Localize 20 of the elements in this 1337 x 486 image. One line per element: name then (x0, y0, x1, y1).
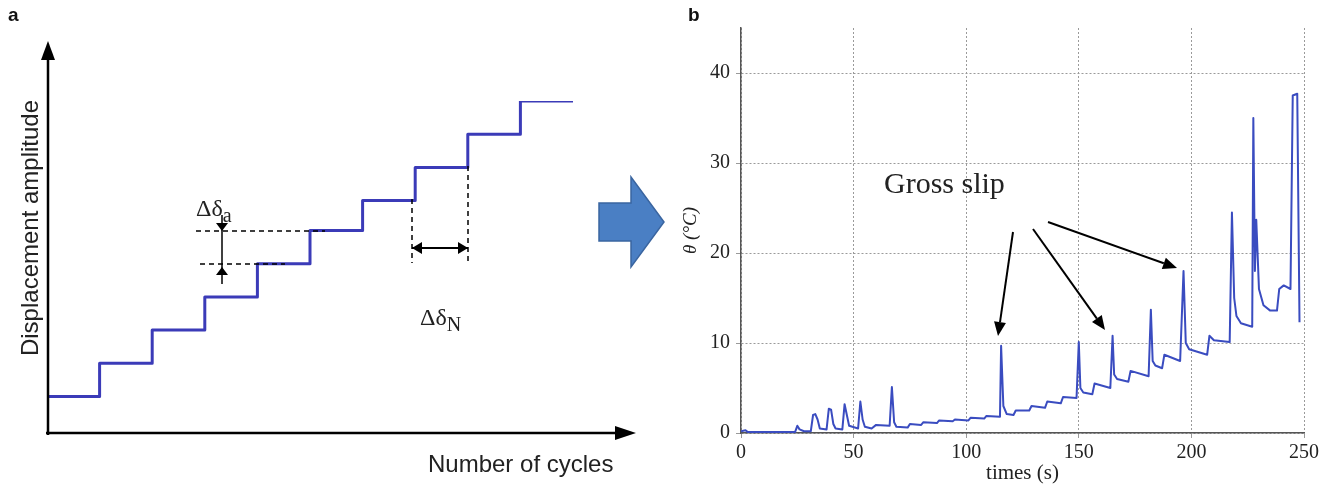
x-axis-title: Number of cycles (428, 450, 614, 478)
annotation: Gross slip (884, 166, 1005, 199)
y-tick-label: 0 (720, 420, 730, 443)
x-tick-label: 150 (1063, 440, 1094, 463)
annotation: Δδ$_{N}$ (420, 304, 462, 335)
y-axis-title: θ (°C) (679, 206, 702, 255)
x-tick-label: 250 (1289, 440, 1319, 463)
y-tick-label: 10 (710, 330, 730, 353)
y-tick-label: 30 (710, 150, 730, 173)
x-tick-label: 50 (843, 440, 864, 463)
chart-title: a (8, 4, 19, 26)
annotation: Δδ$_{a}$ (196, 195, 232, 226)
x-tick-label: 100 (951, 440, 982, 463)
y-tick-label: 40 (710, 60, 730, 83)
chart-title: b (688, 4, 700, 26)
y-axis-title: Displacement amplitude (16, 99, 44, 357)
y-tick-label: 20 (710, 240, 730, 263)
x-tick-label: 200 (1176, 440, 1207, 463)
x-axis-title: times (s) (986, 459, 1059, 484)
x-tick-label: 0 (736, 440, 746, 463)
